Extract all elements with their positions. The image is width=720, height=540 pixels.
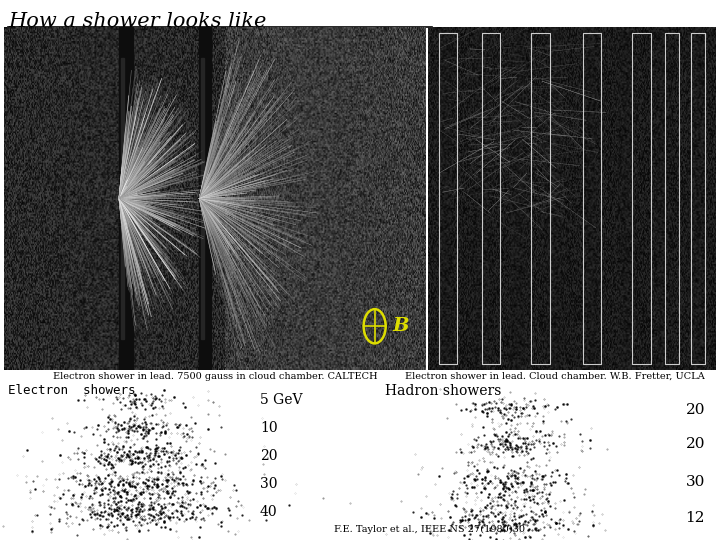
Bar	[438, 33, 457, 363]
Text: 12: 12	[685, 511, 705, 525]
Text: 40: 40	[260, 505, 278, 519]
Text: 30: 30	[685, 475, 705, 489]
Text: 30: 30	[260, 477, 277, 491]
Text: 20: 20	[685, 403, 705, 417]
Bar	[201, 58, 204, 339]
Bar	[121, 58, 124, 339]
Text: How a shower looks like: How a shower looks like	[8, 12, 266, 31]
Bar	[199, 27, 211, 370]
Bar	[582, 33, 601, 363]
Text: Hadron showers: Hadron showers	[385, 384, 501, 398]
Text: F.E. Taylor et al., IEEE NS 27(1980)30: F.E. Taylor et al., IEEE NS 27(1980)30	[335, 525, 526, 534]
Bar	[690, 33, 705, 363]
Text: 20: 20	[685, 437, 705, 451]
Text: Electron shower in lead. 7500 gauss in cloud chamber. CALTECH: Electron shower in lead. 7500 gauss in c…	[53, 372, 377, 381]
Bar	[482, 33, 500, 363]
Text: 5 GeV: 5 GeV	[260, 393, 302, 407]
Bar	[119, 27, 133, 370]
Bar	[632, 33, 651, 363]
Text: 20: 20	[260, 449, 277, 463]
Text: 10: 10	[260, 421, 278, 435]
Text: Electron  showers: Electron showers	[8, 384, 135, 397]
Bar	[531, 33, 550, 363]
Bar	[665, 33, 680, 363]
Text: Electron shower in lead. Cloud chamber. W.B. Fretter, UCLA: Electron shower in lead. Cloud chamber. …	[405, 372, 705, 381]
Text: B: B	[392, 318, 409, 335]
